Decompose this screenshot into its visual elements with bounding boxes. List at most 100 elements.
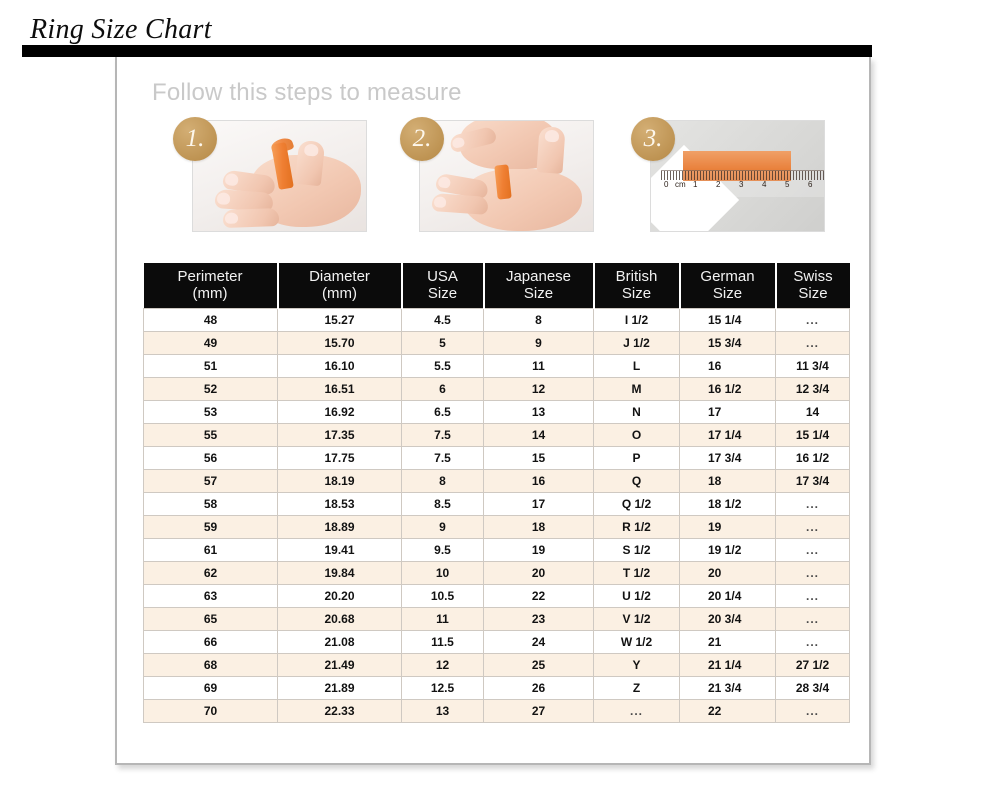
table-cell: ... — [593, 699, 680, 723]
table-cell: 17 1/4 — [679, 423, 776, 447]
table-cell: 15.27 — [277, 308, 402, 332]
fingernail-icon — [216, 192, 231, 206]
table-cell: 11.5 — [401, 630, 484, 654]
empty-value-dots: ... — [805, 566, 819, 580]
fingernail-icon — [224, 172, 240, 187]
table-cell: 17.75 — [277, 446, 402, 470]
table-cell: 9 — [401, 515, 484, 539]
table-cell: 9 — [483, 331, 594, 355]
empty-value-dots: ... — [805, 336, 819, 350]
column-header-line: Swiss — [793, 268, 833, 285]
title-bar: Ring Size Chart — [0, 0, 984, 58]
table-cell: 65 — [143, 607, 278, 631]
table-cell: 26 — [483, 676, 594, 700]
table-cell: 7.5 — [401, 446, 484, 470]
title-divider-rule — [22, 45, 872, 57]
table-cell: 8 — [401, 469, 484, 493]
column-header-2: USA Size — [401, 263, 485, 309]
column-header-line: German — [700, 268, 755, 285]
table-cell: 17 — [679, 400, 776, 424]
table-row: 51 16.10 5.5 11 L 16 11 3/4 — [143, 354, 850, 378]
table-cell: V 1/2 — [593, 607, 680, 631]
table-cell: 53 — [143, 400, 278, 424]
table-cell: 20 3/4 — [679, 607, 776, 631]
table-cell: 21.89 — [277, 676, 402, 700]
table-cell: 70 — [143, 699, 278, 723]
size-table-container: Perimeter (mm) Diameter (mm) USA Size Japanese… — [143, 263, 850, 723]
column-header-6: Swiss Size — [775, 263, 850, 309]
ruler-label-1: 1 — [693, 180, 698, 189]
table-cell: 66 — [143, 630, 278, 654]
table-row: 63 20.20 10.5 22 U 1/2 20 1/4... — [143, 584, 850, 608]
table-cell: M — [593, 377, 680, 401]
table-cell: 13 — [401, 699, 484, 723]
table-cell: 11 — [401, 607, 484, 631]
table-cell: 18.89 — [277, 515, 402, 539]
step-1-photo — [192, 120, 367, 232]
table-cell: Q — [593, 469, 680, 493]
column-header-line: Diameter — [309, 268, 370, 285]
table-cell: ... — [775, 515, 850, 539]
table-cell: 10 — [401, 561, 484, 585]
table-cell: S 1/2 — [593, 538, 680, 562]
table-row: 69 21.89 12.5 26 Z 21 3/4 28 3/4 — [143, 676, 850, 700]
ruler-label-3: 3 — [739, 180, 744, 189]
table-cell: 16 1/2 — [775, 446, 850, 470]
table-row: 57 18.19 8 16 Q 18 17 3/4 — [143, 469, 850, 493]
table-cell: 21.08 — [277, 630, 402, 654]
step-2-badge: 2. — [400, 117, 444, 161]
table-cell: 9.5 — [401, 538, 484, 562]
column-header-line: (mm) — [192, 285, 228, 302]
fingernail-icon — [544, 129, 560, 143]
column-header-4: British Size — [593, 263, 681, 309]
column-header-line: Size — [523, 285, 554, 302]
table-cell: 18 — [483, 515, 594, 539]
finger-icon — [431, 193, 489, 215]
table-cell: 27 — [483, 699, 594, 723]
table-cell: 21.49 — [277, 653, 402, 677]
table-cell: T 1/2 — [593, 561, 680, 585]
table-row: 55 17.35 7.5 14 O 17 1/4 15 1/4 — [143, 423, 850, 447]
table-row: 48 15.27 4.5 8 I 1/2 15 1/4... — [143, 308, 850, 332]
table-cell: 6 — [401, 377, 484, 401]
table-cell: 49 — [143, 331, 278, 355]
table-cell: 15 1/4 — [679, 308, 776, 332]
table-cell: W 1/2 — [593, 630, 680, 654]
fingernail-icon — [451, 136, 466, 149]
table-cell: 19.41 — [277, 538, 402, 562]
table-cell: 52 — [143, 377, 278, 401]
table-row: 53 16.92 6.5 13 N 17 14 — [143, 400, 850, 424]
table-cell: 22 — [679, 699, 776, 723]
column-header-3: Japanese Size — [483, 263, 595, 309]
table-row: 70 22.33 13 27... 22... — [143, 699, 850, 723]
table-cell: 68 — [143, 653, 278, 677]
ruler-ticks-icon — [661, 171, 824, 180]
table-row: 62 19.84 10 20 T 1/2 20... — [143, 561, 850, 585]
table-cell: 14 — [775, 400, 850, 424]
table-cell: 21 3/4 — [679, 676, 776, 700]
table-cell: 6.5 — [401, 400, 484, 424]
table-cell: R 1/2 — [593, 515, 680, 539]
table-row: 68 21.49 12 25 Y 21 1/4 27 1/2 — [143, 653, 850, 677]
column-header-line: (mm) — [322, 285, 357, 302]
table-cell: 55 — [143, 423, 278, 447]
empty-value-dots: ... — [629, 704, 643, 718]
table-cell: 16 1/2 — [679, 377, 776, 401]
fingernail-icon — [433, 196, 447, 209]
table-cell: 18 1/2 — [679, 492, 776, 516]
empty-value-dots: ... — [805, 704, 819, 718]
table-cell: 19 — [483, 538, 594, 562]
table-cell: 16.10 — [277, 354, 402, 378]
column-header-line: Size — [621, 285, 652, 302]
table-cell: 17 3/4 — [679, 446, 776, 470]
table-cell: U 1/2 — [593, 584, 680, 608]
table-cell: 12 3/4 — [775, 377, 850, 401]
table-row: 65 20.68 11 23 V 1/2 20 3/4... — [143, 607, 850, 631]
table-cell: 12 — [401, 653, 484, 677]
finger-icon — [294, 139, 326, 187]
table-cell: 15 3/4 — [679, 331, 776, 355]
table-cell: 18.19 — [277, 469, 402, 493]
table-cell: 20 — [679, 561, 776, 585]
step-1-badge: 1. — [173, 117, 217, 161]
table-cell: 51 — [143, 354, 278, 378]
